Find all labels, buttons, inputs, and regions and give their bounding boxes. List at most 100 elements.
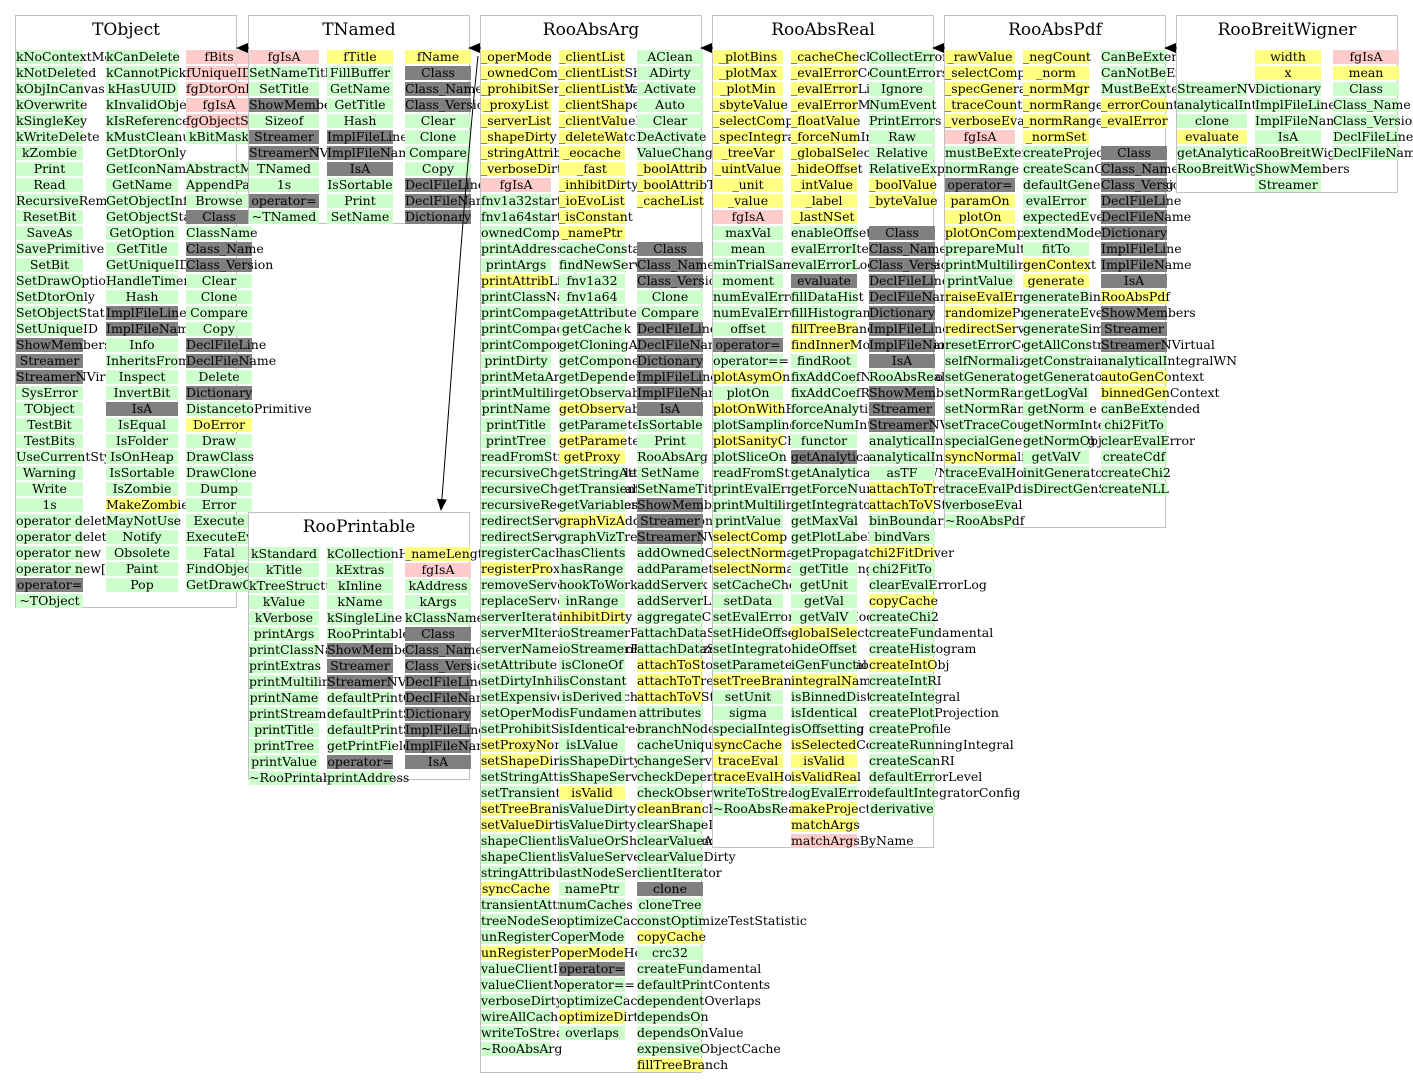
member-createprojection: createProjection xyxy=(1023,145,1129,160)
member-plotsanitychecks: plotSanityChecks xyxy=(713,433,824,448)
member-streamernvirtual: StreamerNVirtual xyxy=(249,145,363,160)
member-defaultprintstyle: defaultPrintStyle xyxy=(327,722,436,737)
member-graphvizaddconnections: graphVizAddConnections xyxy=(559,514,720,528)
member-ownedcomponents: ownedComponents xyxy=(481,225,603,240)
member-class: Class xyxy=(405,627,471,641)
member-showmembers: ShowMembers xyxy=(327,642,422,657)
member-traceeval: traceEval xyxy=(713,754,783,768)
member-getname: GetName xyxy=(106,178,178,192)
member-kstandard: kStandard xyxy=(249,546,319,561)
member-createcdf: createCdf xyxy=(1101,449,1167,464)
member-analyticalintegral: analyticalIntegral xyxy=(1177,97,1290,112)
member-transientattributes: transientAttributes xyxy=(481,897,603,912)
member-bindvars: bindVars xyxy=(869,530,935,544)
member-evalerroriter: evalErrorIter xyxy=(791,241,875,256)
member-addparameters: addParameters xyxy=(637,561,734,576)
member-hideoffset: _hideOffset xyxy=(791,161,863,176)
member-declfilename: DeclFileName xyxy=(1333,145,1413,160)
member-streamer: Streamer xyxy=(1101,322,1167,336)
member-printmetaargs: printMetaArgs xyxy=(481,369,575,384)
member-fatal: Fatal xyxy=(186,546,252,560)
member-isselectedcomp: isSelectedComp xyxy=(791,737,894,752)
member-clearvaluedirty: clearValueDirty xyxy=(637,849,736,864)
member-registerproxy: registerProxy xyxy=(481,561,568,576)
member-clearshapedirty: clearShapeDirty xyxy=(637,817,741,832)
member-createintri: createIntRI xyxy=(869,673,942,688)
member-setvaluedirty: setValueDirty xyxy=(481,817,567,832)
member-cannotbeextended: CanNotBeExtended xyxy=(1101,65,1227,80)
member-shapeclientiterator: shapeClientIterator xyxy=(481,833,606,848)
member-createscancdf: createScanCdf xyxy=(1023,161,1117,176)
member-getnormintegral: getNormIntegral xyxy=(1023,417,1131,432)
member-normmgr: _normMgr xyxy=(1023,81,1090,96)
member-intvalue: _intValue xyxy=(791,178,857,192)
member-fast: _fast xyxy=(559,162,625,176)
member-column: kCollectionHeader kExtras kInline kName kSin… xyxy=(327,547,460,787)
member-getvalv: getValV xyxy=(791,610,857,624)
member-rooabspdf: ~RooAbsPdf xyxy=(945,513,1025,528)
member-info: Info xyxy=(106,338,178,352)
member-rooprintable: RooPrintable xyxy=(327,626,410,641)
member-blank xyxy=(1101,130,1167,144)
member-streamer: Streamer xyxy=(1255,178,1321,192)
member-kinline: kInline xyxy=(327,579,393,593)
member-createfundamental: createFundamental xyxy=(869,625,994,640)
member-clonetree: cloneTree xyxy=(637,897,703,912)
member-getanalyticalintegral: getAnalyticalIntegral xyxy=(791,449,926,464)
member-specgeneratorconfig: _specGeneratorConfig xyxy=(945,81,1087,96)
member-operator-delete: operator delete[] xyxy=(16,529,124,544)
member-rooabsarg: RooAbsArg xyxy=(637,449,708,464)
member-settransientattribute: setTransientAttribute xyxy=(481,785,618,800)
member-islvalue: isLValue xyxy=(559,738,625,752)
member-maynotuse: MayNotUse xyxy=(106,513,182,528)
member-checkobservables: checkObservables xyxy=(637,785,753,800)
member-boolattrib: _boolAttrib xyxy=(637,161,708,176)
member-settracecounter: setTraceCounter xyxy=(945,417,1052,432)
member-traceevalhook: traceEvalHook xyxy=(945,465,1040,480)
member-setattribute: setAttribute xyxy=(481,657,558,672)
member-streamernvirtual: StreamerNVirtual xyxy=(327,674,441,689)
member-defaultintegratorconfig: defaultIntegratorConfig xyxy=(869,785,1021,800)
member-plotoncompselect: plotOnCompSelect xyxy=(945,225,1065,240)
member-valueclientiterator: valueClientIterator xyxy=(481,961,603,976)
member-createintobj: createIntObj xyxy=(869,657,950,672)
member-class-version: Class_Version xyxy=(1101,177,1189,192)
member-isdirectgensafe: isDirectGenSafe xyxy=(1023,481,1127,496)
member-implfileline: ImplFileLine xyxy=(1255,97,1336,112)
member-setevalerrorloggingmode: setEvalErrorLoggingMode xyxy=(713,610,882,624)
member-isa: IsA xyxy=(1255,130,1321,144)
member-printtree: printTree xyxy=(481,434,551,448)
member-isbinneddistribution: isBinnedDistribution xyxy=(791,689,923,704)
member-createfundamental: createFundamental xyxy=(637,961,762,976)
member-autogencontext: autoGenContext xyxy=(1101,369,1205,384)
member-kcandelete: kCanDelete xyxy=(106,49,180,64)
member-ignore: Ignore xyxy=(869,82,935,96)
class-box-rooabsarg: RooAbsArg _operMode _ownedComponents _proh… xyxy=(480,15,824,1073)
member-isvalidreal: isValidReal xyxy=(791,769,862,784)
member-declfileline: DeclFileLine xyxy=(869,273,950,288)
member-declfileline: DeclFileLine xyxy=(405,674,486,689)
member-geticonname: GetIconName xyxy=(106,161,194,176)
member-boolvalue: _boolValue xyxy=(869,177,938,192)
member-getnorm: getNorm xyxy=(1023,402,1089,416)
member-getconstraints: getConstraints xyxy=(1023,353,1117,368)
member-class: Class xyxy=(1101,146,1167,160)
member-getname: GetName xyxy=(327,82,393,96)
member-getforcenumint: getForceNumInt xyxy=(791,481,897,496)
member-draw: Draw xyxy=(186,434,252,448)
member-operator: operator= xyxy=(713,338,783,352)
member-optimizecachemode: optimizeCacheMode xyxy=(559,993,689,1008)
member-getdtoronly: GetDtorOnly xyxy=(106,145,187,160)
member-createscanri: createScanRI xyxy=(869,753,955,768)
member-offset: offset xyxy=(713,322,783,336)
member-setnametitle: SetNameTitle xyxy=(249,65,337,80)
member-evalerror: evalError xyxy=(1023,194,1089,208)
member-setobjectstat: SetObjectStat xyxy=(16,305,105,320)
member-paramon: paramOn xyxy=(945,194,1015,208)
member-moment: moment xyxy=(713,274,783,288)
member-column: CanBeExtended CanNotBeExtended MustBeExten… xyxy=(1101,50,1237,498)
member-fgobjectstat: fgObjectStat xyxy=(186,113,267,128)
member-blank xyxy=(869,210,935,224)
member-dependentoverlaps: dependentOverlaps xyxy=(637,993,761,1008)
class-title: TNamed xyxy=(322,20,396,40)
